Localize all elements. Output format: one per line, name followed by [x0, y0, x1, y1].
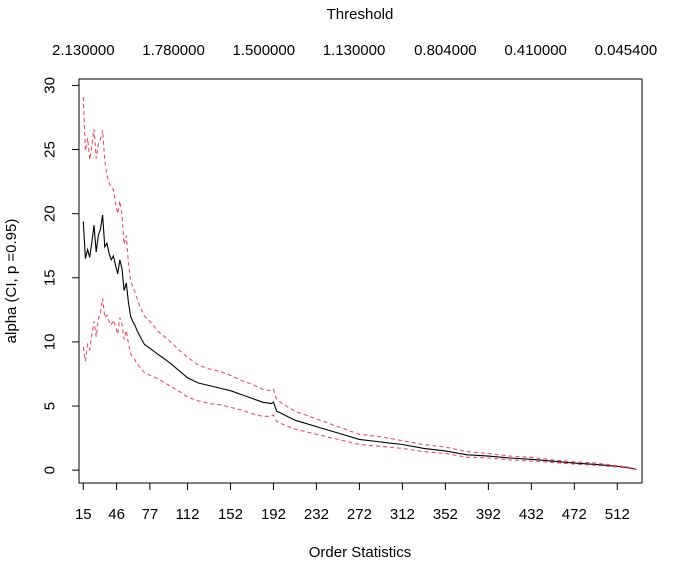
top-axis: 2.130000 1.780000 1.500000 1.130000 0.804000…	[52, 42, 657, 59]
y-tick-label: 30	[42, 77, 59, 94]
top-tick-label: 1.780000	[142, 42, 205, 59]
series-layer	[82, 96, 637, 471]
x-tick-label: 312	[390, 506, 415, 523]
top-tick-label: 1.130000	[323, 42, 386, 59]
x-tick-label: 472	[562, 506, 587, 523]
x-tick-label: 192	[261, 506, 286, 523]
series-line-estimate	[82, 214, 637, 471]
top-tick-label: 1.500000	[233, 42, 296, 59]
y-tick-label: 5	[42, 402, 59, 410]
x-tick-label: 46	[108, 506, 125, 523]
series-line-lower-ci	[82, 298, 637, 471]
x-tick-label: 232	[304, 506, 329, 523]
x-tick-label: 152	[218, 506, 243, 523]
top-tick-label: 2.130000	[52, 42, 115, 59]
x-tick-label: 15	[75, 506, 92, 523]
y-tick-label: 20	[42, 205, 59, 222]
x-tick-label: 77	[142, 506, 159, 523]
y-tick-label: 15	[42, 269, 59, 286]
left-axis: 0 5 10 15 20 25 30	[42, 77, 80, 474]
x-tick-label: 352	[433, 506, 458, 523]
x-tick-label: 432	[519, 506, 544, 523]
y-tick-label: 0	[42, 466, 59, 474]
y-tick-label: 25	[42, 141, 59, 158]
x-tick-label: 112	[176, 506, 200, 523]
top-tick-label: 0.410000	[504, 42, 567, 59]
plot-frame	[78, 78, 643, 484]
bottom-axis: 15 46 77 112 152 192 232 272 312 352 392 432 472 512	[75, 482, 630, 523]
top-tick-label: 0.045400	[595, 42, 658, 59]
top-tick-label: 0.804000	[414, 42, 477, 59]
x-tick-label: 272	[347, 506, 372, 523]
chart-title: Threshold	[327, 6, 394, 23]
y-tick-label: 10	[42, 334, 59, 351]
y-axis-label: alpha (CI, p =0.95)	[3, 219, 20, 344]
x-axis-label: Order Statistics	[309, 544, 412, 561]
x-tick-label: 512	[605, 506, 630, 523]
series-line-upper-ci	[82, 96, 637, 470]
x-tick-label: 392	[476, 506, 501, 523]
